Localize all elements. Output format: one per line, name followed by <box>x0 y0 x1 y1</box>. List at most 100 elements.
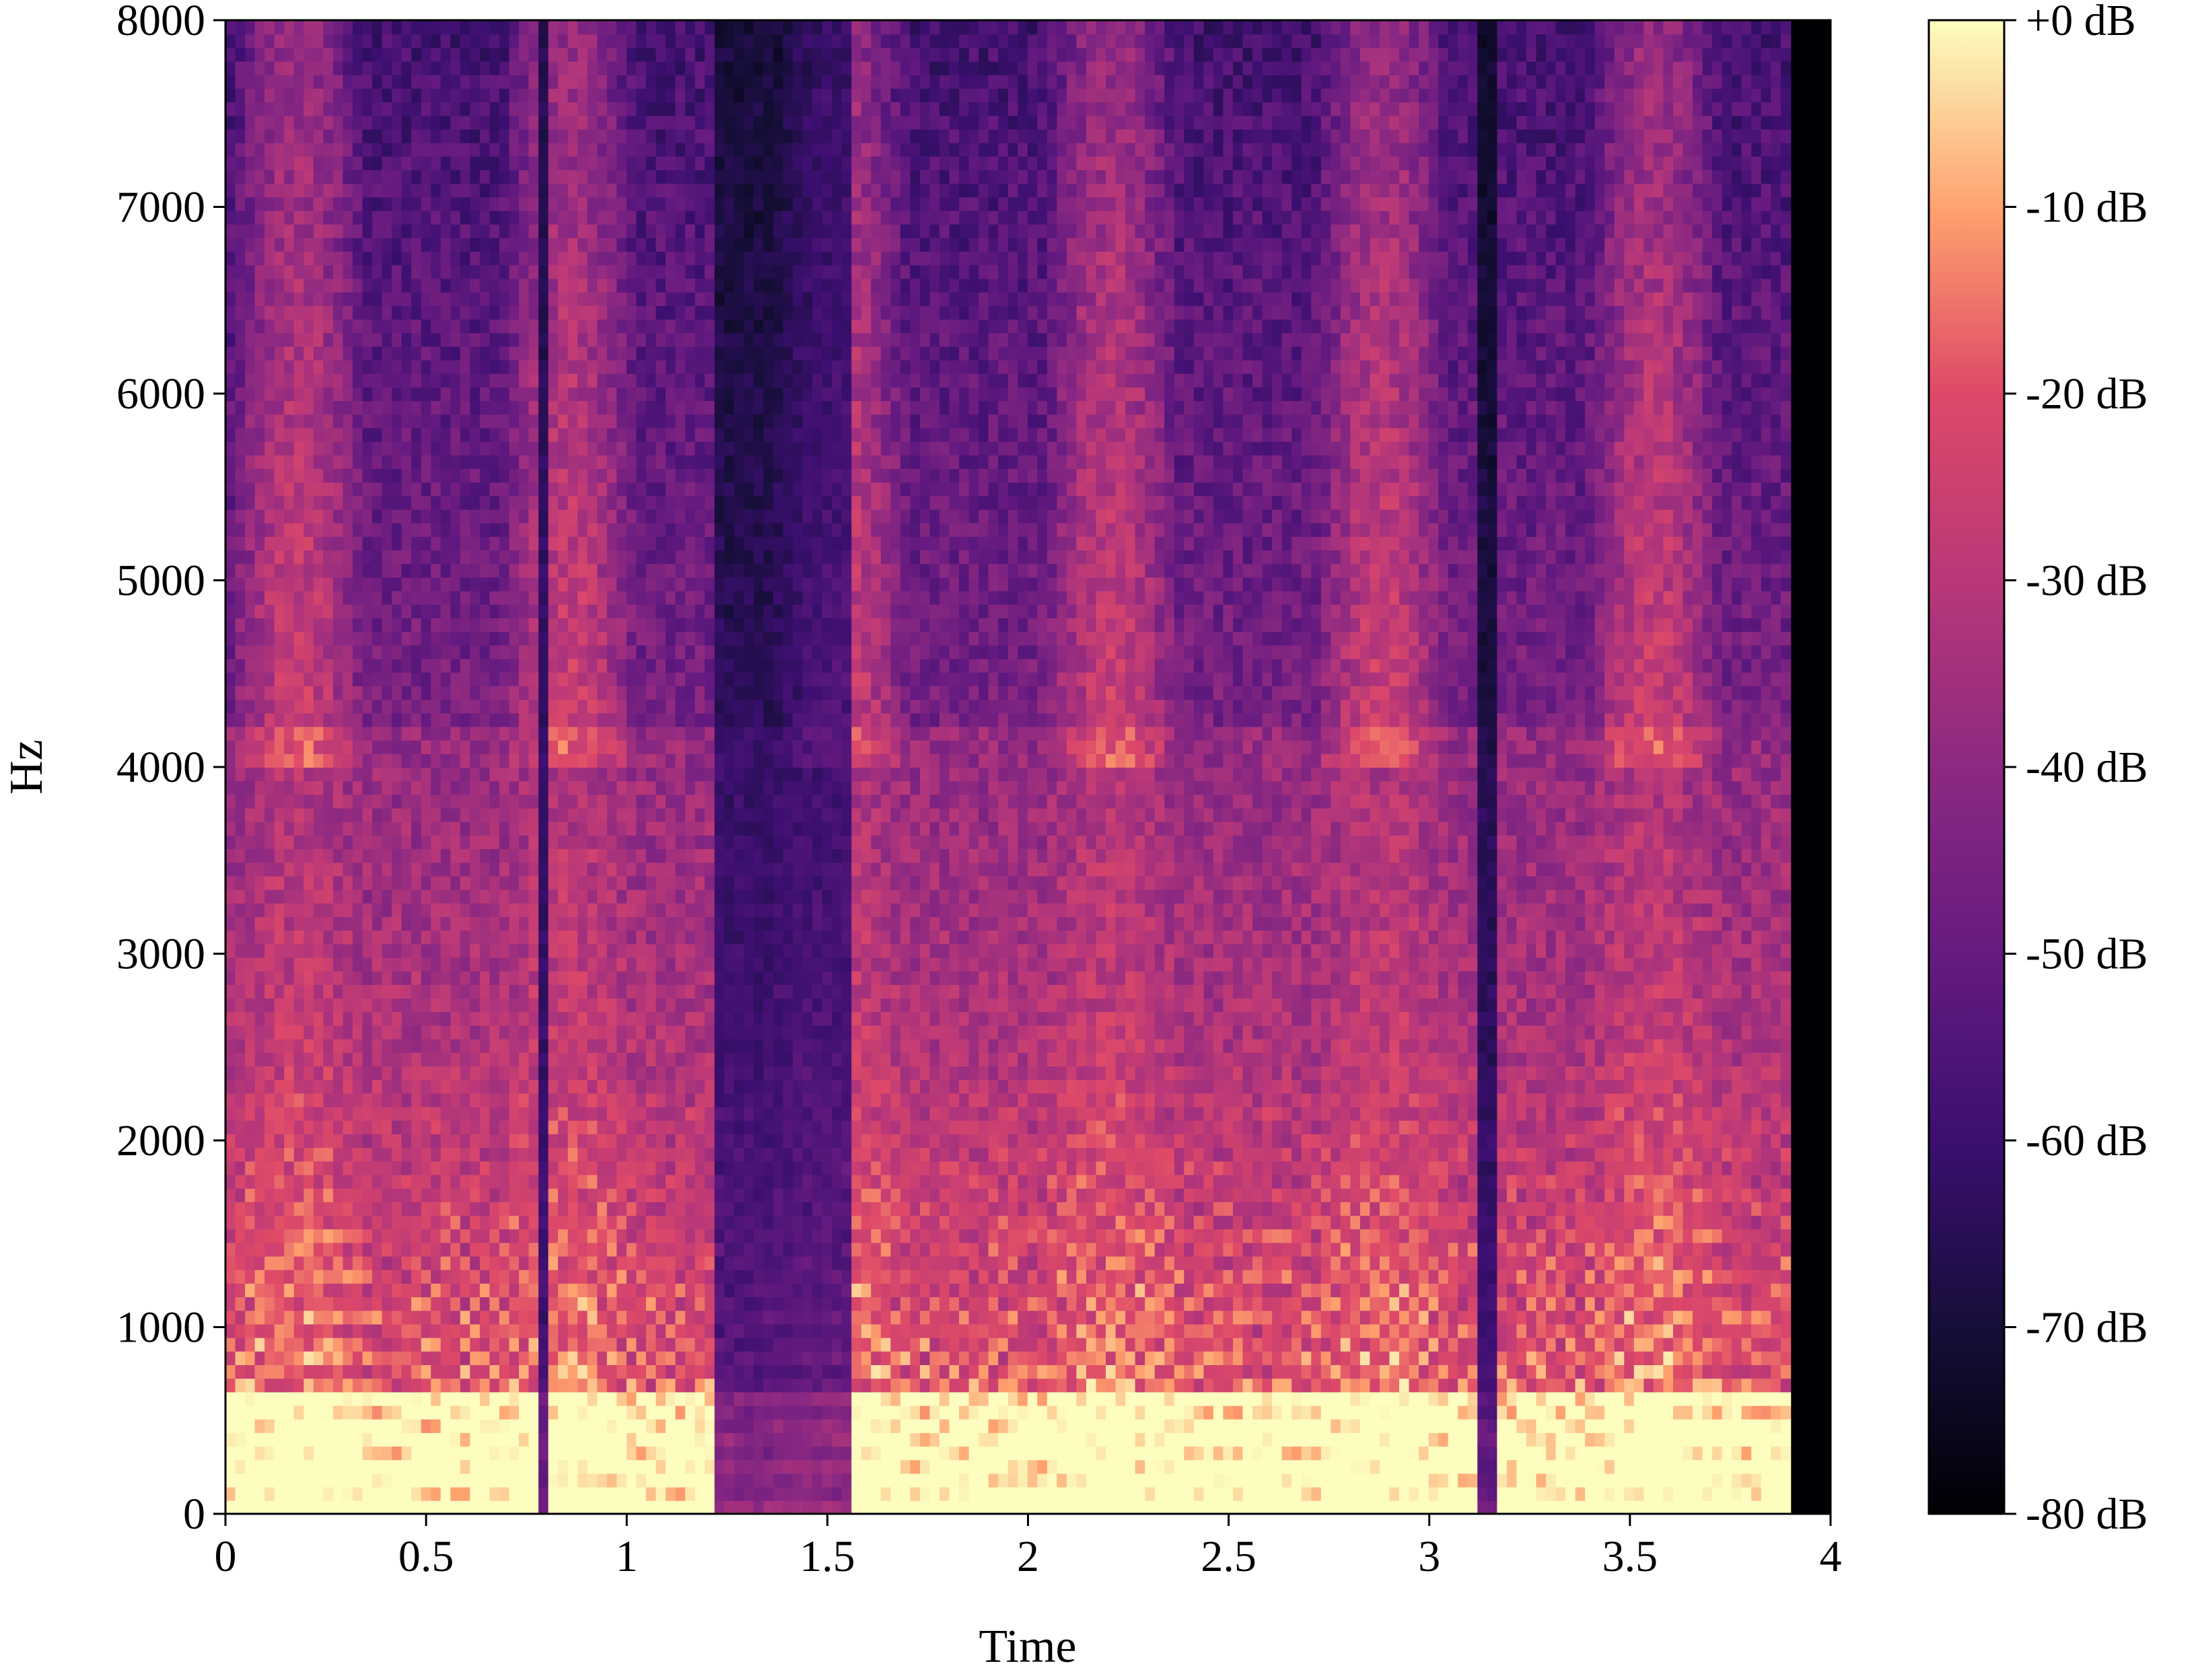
spectrogram-cell <box>499 291 510 306</box>
spectrogram-cell <box>440 278 452 293</box>
spectrogram-cell <box>304 930 314 945</box>
spectrogram-cell <box>597 1446 608 1461</box>
spectrogram-cell <box>293 1011 305 1026</box>
spectrogram-cell <box>343 1446 353 1461</box>
spectrogram-cell <box>499 1229 510 1243</box>
spectrogram-cell <box>274 767 285 782</box>
spectrogram-cell <box>489 319 500 334</box>
spectrogram-cell <box>362 1432 373 1447</box>
spectrogram-cell <box>323 34 334 48</box>
spectrogram-cell <box>332 373 344 388</box>
spectrogram-cell <box>225 441 236 455</box>
spectrogram-cell <box>587 1066 598 1081</box>
spectrogram-cell <box>382 1432 392 1447</box>
spectrogram-cell <box>460 604 471 618</box>
spectrogram-cell <box>538 604 549 618</box>
spectrogram-cell <box>352 685 363 700</box>
spectrogram-cell <box>548 739 559 754</box>
spectrogram-cell <box>304 1188 314 1202</box>
spectrogram-cell <box>332 454 344 469</box>
spectrogram-cell <box>470 1161 481 1175</box>
spectrogram-cell <box>304 848 314 863</box>
spectrogram-cell <box>372 373 383 388</box>
spectrogram-cell <box>401 1378 413 1393</box>
spectrogram-cell <box>567 210 579 225</box>
spectrogram-cell <box>245 1337 256 1352</box>
spectrogram-cell <box>636 862 647 877</box>
spectrogram-cell <box>606 1459 618 1474</box>
spectrogram-cell <box>519 1282 530 1298</box>
spectrogram-cell <box>332 807 344 822</box>
spectrogram-cell <box>401 359 413 374</box>
spectrogram-cell <box>304 170 314 184</box>
spectrogram-cell <box>274 848 285 863</box>
spectrogram-cell <box>509 1025 520 1039</box>
spectrogram-cell <box>538 495 549 510</box>
spectrogram-cell <box>431 386 441 402</box>
spectrogram-cell <box>577 916 588 931</box>
spectrogram-cell <box>656 47 666 62</box>
spectrogram-cell <box>284 753 295 768</box>
spectrogram-cell <box>577 1201 588 1216</box>
spectrogram-cell <box>548 87 559 103</box>
spectrogram-cell <box>656 1500 666 1514</box>
spectrogram-cell <box>421 522 432 537</box>
spectrogram-cell <box>489 102 500 116</box>
spectrogram-cell <box>293 916 305 931</box>
spectrogram-cell <box>382 129 392 143</box>
spectrogram-cell <box>293 1133 305 1148</box>
spectrogram-cell <box>489 87 500 103</box>
spectrogram-cell <box>343 346 353 361</box>
spectrogram-cell <box>519 536 530 551</box>
spectrogram-cell <box>626 74 637 89</box>
spectrogram-cell <box>616 685 627 700</box>
spectrogram-cell <box>509 1011 520 1026</box>
spectrogram-cell <box>538 550 549 564</box>
spectrogram-cell <box>626 658 637 673</box>
spectrogram-cell <box>352 618 363 632</box>
spectrogram-cell <box>519 780 530 795</box>
spectrogram-cell <box>235 671 246 686</box>
spectrogram-cell <box>343 183 353 198</box>
spectrogram-cell <box>382 780 392 795</box>
spectrogram-cell <box>538 671 549 686</box>
spectrogram-cell <box>538 631 549 646</box>
spectrogram-cell <box>626 1350 637 1365</box>
spectrogram-cell <box>274 1188 285 1202</box>
spectrogram-cell <box>509 373 520 388</box>
spectrogram-cell <box>519 305 530 320</box>
spectrogram-cell <box>587 400 598 415</box>
spectrogram-cell <box>460 1106 471 1121</box>
spectrogram-cell <box>431 1418 441 1433</box>
spectrogram-cell <box>343 522 353 537</box>
spectrogram-cell <box>254 129 266 143</box>
spectrogram-cell <box>528 590 539 605</box>
spectrogram-cell <box>313 1391 324 1406</box>
spectrogram-cell <box>254 1364 266 1379</box>
spectrogram-cell <box>284 590 295 605</box>
spectrogram-cell <box>421 346 432 361</box>
spectrogram-cell <box>470 930 481 945</box>
spectrogram-cell <box>293 902 305 917</box>
spectrogram-cell <box>293 1025 305 1039</box>
spectrogram-cell <box>587 1296 598 1311</box>
spectrogram-cell <box>509 862 520 877</box>
spectrogram-cell <box>509 563 520 578</box>
spectrogram-cell <box>254 1133 266 1148</box>
spectrogram-cell <box>440 739 452 754</box>
spectrogram-cell <box>499 427 510 442</box>
spectrogram-cell <box>509 1405 520 1420</box>
spectrogram-cell <box>656 550 666 564</box>
spectrogram-cell <box>323 1066 334 1081</box>
spectrogram-cell <box>284 1161 295 1175</box>
spectrogram-cell <box>382 332 392 347</box>
spectrogram-cell <box>597 998 608 1013</box>
spectrogram-cell <box>284 183 295 198</box>
spectrogram-cell <box>332 196 344 211</box>
spectrogram-cell <box>470 237 481 252</box>
spectrogram-cell <box>431 305 441 320</box>
spectrogram-cell <box>656 1147 666 1162</box>
spectrogram-cell <box>460 739 471 754</box>
spectrogram-cell <box>352 1188 363 1202</box>
spectrogram-cell <box>304 1025 314 1039</box>
